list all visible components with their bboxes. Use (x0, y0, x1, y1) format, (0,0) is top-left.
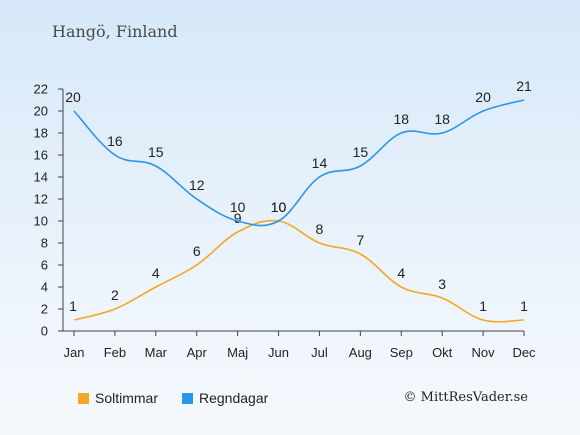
data-label-sun: 4 (152, 265, 160, 281)
legend-swatch-rain (182, 392, 193, 404)
series-line-rain (73, 99, 525, 227)
data-label-rain: 18 (434, 111, 450, 127)
legend-label-sun: Soltimmar (95, 390, 159, 406)
data-label-sun: 1 (69, 298, 77, 314)
data-label-sun: 4 (397, 265, 405, 281)
y-tick-label: 6 (41, 258, 48, 273)
y-tick-label: 10 (34, 214, 48, 229)
data-label-rain: 20 (475, 89, 491, 105)
y-tick-label: 14 (34, 170, 48, 185)
y-tick-label: 16 (34, 148, 48, 163)
x-tick-label: Jun (268, 345, 289, 360)
x-tick-label: Jan (64, 345, 85, 360)
y-tick-label: 20 (34, 104, 48, 119)
legend-label-rain: Regndagar (199, 390, 269, 406)
data-label-rain: 10 (271, 199, 287, 215)
legend-item-rain: Regndagar (182, 390, 268, 406)
x-tick-label: Maj (227, 345, 248, 360)
x-tick-label: Feb (104, 345, 126, 360)
x-tick-label: Nov (472, 345, 496, 360)
data-label-rain: 18 (393, 111, 409, 127)
y-tick-label: 18 (34, 126, 48, 141)
data-label-rain: 12 (189, 177, 205, 193)
y-tick-label: 0 (41, 324, 48, 339)
data-label-rain: 15 (353, 144, 369, 160)
x-tick-label: Okt (432, 345, 453, 360)
data-label-sun: 8 (316, 221, 324, 237)
y-tick-label: 4 (41, 280, 48, 295)
data-label-sun: 7 (356, 232, 364, 248)
data-label-sun: 9 (234, 210, 242, 226)
x-tick-label: Jul (311, 345, 328, 360)
data-label-rain: 15 (148, 144, 164, 160)
data-label-sun: 6 (193, 243, 201, 259)
data-label-sun: 10 (271, 199, 287, 215)
legend-swatch-sun (78, 392, 89, 404)
data-label-sun: 1 (479, 298, 487, 314)
y-tick-label: 2 (41, 302, 48, 317)
copyright-text: © MittResVader.se (403, 390, 528, 405)
series-line-sun (73, 219, 525, 323)
y-tick-label: 12 (34, 192, 48, 207)
x-tick-label: Mar (145, 345, 168, 360)
data-label-sun: 1 (520, 298, 528, 314)
y-tick-label: 8 (41, 236, 48, 251)
legend-item-sun: Soltimmar (78, 390, 158, 406)
data-label-sun: 2 (111, 287, 119, 303)
data-label-sun: 3 (438, 276, 446, 292)
x-tick-label: Apr (187, 345, 208, 360)
x-tick-label: Aug (349, 345, 372, 360)
y-tick-label: 22 (34, 82, 48, 97)
data-label-rain: 21 (516, 78, 532, 94)
data-label-rain: 14 (312, 155, 328, 171)
data-label-rain: 16 (107, 133, 123, 149)
x-tick-label: Sep (390, 345, 413, 360)
data-label-rain: 20 (65, 89, 81, 105)
chart-title: Hangö, Finland (52, 22, 178, 41)
x-tick-label: Dec (512, 345, 536, 360)
data-label-rain: 10 (230, 199, 246, 215)
